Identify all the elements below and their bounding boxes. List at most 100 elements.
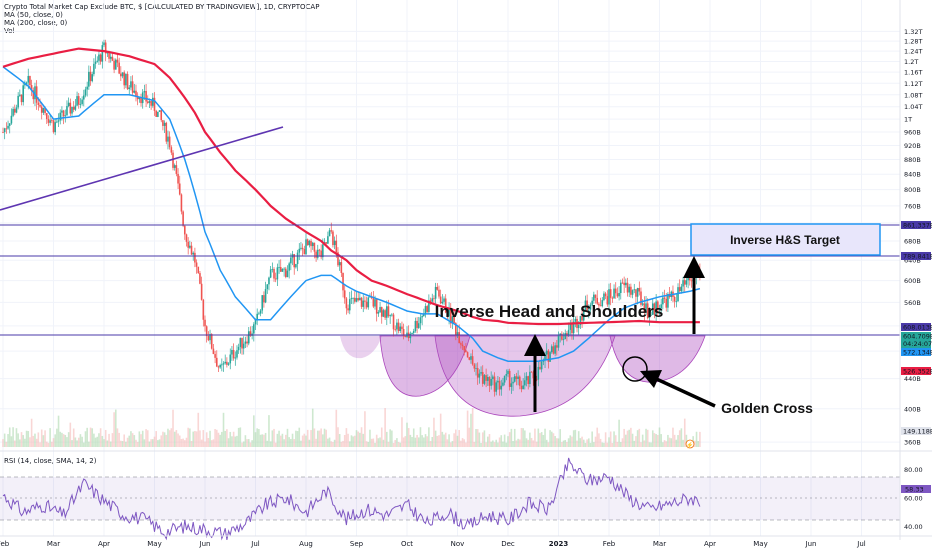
volume-bar (547, 442, 550, 447)
ma200-legend[interactable]: MA (200, close, 0) (4, 19, 68, 27)
volume-bar (463, 439, 466, 447)
volume-bar (451, 441, 454, 447)
volume-bar (111, 433, 114, 447)
candle-body (35, 86, 38, 103)
candle-body (106, 52, 109, 54)
candle-body (81, 99, 83, 104)
candle-body (572, 321, 575, 334)
volume-bar (104, 429, 107, 447)
volume-bar (540, 432, 543, 447)
volume-bar (611, 442, 614, 447)
volume-bar (72, 428, 75, 447)
candle-body (64, 115, 67, 117)
volume-bar (109, 441, 112, 447)
candle-body (167, 136, 169, 142)
volume-bar (221, 431, 223, 447)
candle-body (276, 267, 279, 280)
x-tick-label: Oct (401, 540, 413, 548)
candle-body (596, 297, 599, 304)
volume-bar (557, 438, 560, 447)
candle-body (689, 275, 691, 281)
volume-bar (56, 428, 58, 447)
candle-body (138, 97, 141, 100)
candle-body (246, 341, 248, 344)
golden-cross-marker (622, 356, 648, 382)
left-mini-cup (340, 336, 382, 359)
candle-body (460, 343, 462, 345)
candle-body (502, 382, 504, 386)
volume-bar (57, 415, 60, 447)
candle-body (184, 225, 186, 235)
candle-body (411, 332, 413, 334)
volume-bar (315, 438, 317, 447)
candle-body (94, 61, 97, 64)
candle-body (360, 297, 363, 307)
candle-body (443, 298, 445, 302)
candle-body (103, 42, 105, 46)
candle-body (192, 252, 195, 255)
ma50-legend[interactable]: MA (50, close, 0) (4, 11, 63, 19)
volume-bar (121, 441, 124, 447)
volume-bar (126, 437, 129, 447)
candle-body (306, 239, 309, 246)
volume-bar (158, 439, 161, 447)
volume-bar (167, 428, 169, 447)
candle-body (47, 119, 50, 123)
candle-body (268, 277, 270, 285)
volume-bar (74, 437, 77, 447)
label-neckline-text: 608.013B (903, 324, 932, 332)
volume-bar (3, 433, 6, 447)
volume-bar (500, 435, 503, 447)
candle-body (241, 337, 243, 349)
volume-bar (670, 438, 673, 447)
volume-bar (372, 438, 375, 447)
candle-body (434, 286, 437, 299)
price-axis[interactable]: 1.32T 1.28T 1.24T 1.2T 1.16T 1.12T 1.08T 1.04T 1… (904, 28, 922, 447)
candle-body (340, 262, 343, 273)
volume-bar (677, 435, 679, 447)
label-ma50-text: 572.134B (903, 349, 932, 357)
candle-body (497, 380, 499, 383)
volume-bar (663, 440, 666, 447)
target-box[interactable] (690, 223, 881, 256)
volume-bar (407, 428, 410, 447)
candle-body (375, 299, 378, 314)
volume-bar (310, 430, 312, 447)
volume-bar (15, 428, 18, 447)
volume-bar (173, 431, 176, 447)
x-tick-label: Aug (299, 540, 313, 548)
x-tick-label: Jun (805, 540, 817, 548)
candle-body (557, 334, 560, 348)
candle-body (532, 372, 535, 379)
candle-body (118, 62, 120, 74)
volume-bar (202, 430, 205, 447)
candle-body (301, 247, 304, 250)
volume-bars (2, 408, 701, 447)
candle-body (465, 350, 467, 353)
rsi-legend[interactable]: RSI (14, close, SMA, 14, 2) (4, 457, 97, 465)
volume-bar (449, 442, 452, 447)
lightning-icon[interactable]: ⚡ (685, 439, 695, 449)
volume-bar (20, 432, 23, 447)
volume-bar (550, 431, 553, 447)
candle-body (579, 315, 582, 325)
candle-body (350, 298, 353, 300)
volume-bar (259, 434, 262, 447)
time-axis[interactable]: Feb Mar Apr May Jun Jul Aug Sep Oct Nov Dec 2023 Feb… (0, 540, 866, 548)
candle-body (15, 107, 18, 113)
candle-body (316, 249, 319, 258)
volume-bar (476, 429, 479, 447)
candle-body (662, 297, 664, 305)
candle-body (111, 56, 114, 61)
y-tick-label: 1.16T (904, 69, 922, 77)
volume-bar (49, 428, 51, 447)
candle-body (529, 371, 531, 384)
candle-body (660, 304, 662, 309)
candle-body (205, 326, 208, 337)
volume-bar (508, 432, 511, 447)
rsi-axis[interactable]: 80.00 60.00 40.00 (904, 466, 923, 531)
candle-body (44, 108, 46, 114)
candle-body (606, 296, 609, 305)
trend-line (0, 126, 284, 211)
